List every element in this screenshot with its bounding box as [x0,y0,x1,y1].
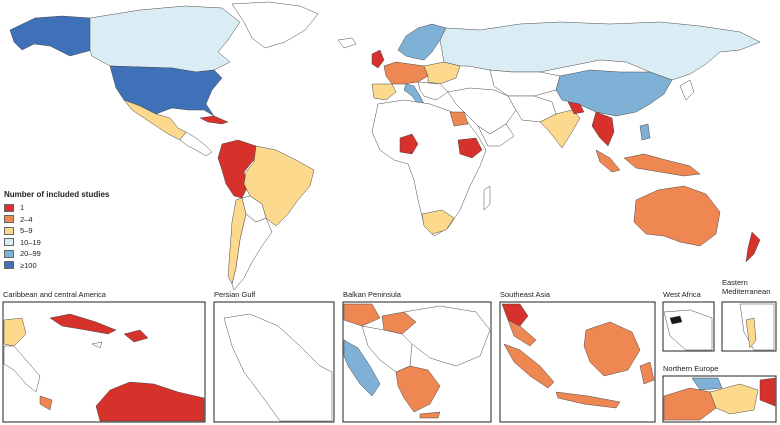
inset-caribbean-central [3,345,41,393]
inset-caribbean-colombia-venezuela [95,381,205,422]
region-central-america [179,131,213,157]
region-argentina [231,213,273,291]
region-russia [439,21,761,81]
inset-eastmed-land [739,303,775,351]
inset-sea-java [555,391,621,409]
inset-balkan-north [343,303,381,327]
inset-sea-malaysia [507,319,537,347]
legend: Number of included studies 1 2–4 5–9 10–… [4,190,154,271]
region-philippines [639,123,651,141]
inset-eastmed-israel [745,317,757,349]
region-iceland [337,37,357,49]
legend-swatch [4,226,14,235]
legend-swatch [4,249,14,258]
inset-sea-borneo [583,321,641,377]
inset-sea-sumatra [503,343,555,389]
region-greenland [231,1,319,49]
inset-caribbean-costa-rica [39,395,53,411]
inset-balkan-greece [395,365,441,413]
legend-swatch [4,203,14,212]
legend-swatch [4,215,14,224]
legend-item: 2–4 [4,214,154,226]
legend-item: ≥100 [4,260,154,272]
legend-title: Number of included studies [4,190,110,199]
inset-balkan-italy [343,339,381,397]
inset-west-africa-coast [663,309,713,351]
region-western-europe [383,61,429,85]
legend-item: 20–99 [4,248,154,260]
inset-sea-sulawesi [639,361,655,385]
inset-title-caribbean: Caribbean and central America [3,290,106,299]
inset-north-eu-east [759,377,776,407]
region-nigeria [399,133,419,155]
inset-title-balkan: Balkan Peninsula [343,290,401,299]
inset-caribbean-hispaniola [123,329,149,343]
inset-balkan-east [401,305,491,367]
region-madagascar [483,185,491,211]
region-yemen [567,101,585,115]
inset-frame-persian-gulf [213,301,335,423]
region-india [539,109,581,149]
legend-item: 10–19 [4,237,154,249]
inset-caribbean-cuba [49,313,117,335]
inset-title-northern-europe: Northern Europe [663,364,719,373]
region-south-africa [421,209,455,235]
legend-label: 20–99 [20,249,41,259]
region-china [555,69,673,117]
region-brazil [243,145,315,227]
legend-label: ≥100 [20,260,37,270]
region-saudi-arabia [477,123,515,147]
inset-title-west-africa: West Africa [663,290,701,299]
inset-title-persian-gulf: Persian Gulf [214,290,256,299]
region-balkans [417,81,449,101]
inset-west-africa-gambia [669,315,683,325]
inset-frame-northern-europe [662,375,777,423]
region-canada [89,5,241,73]
region-cuba [199,115,229,125]
inset-gulf-coast [223,313,333,422]
region-indonesia-east [623,153,701,177]
inset-frame-balkan [342,301,492,423]
legend-label: 2–4 [20,214,33,224]
inset-caribbean-jamaica [91,341,103,349]
inset-sea-indochina [501,303,529,327]
region-ethiopia [457,137,483,159]
inset-title-eastern-med: Eastern Mediterranean [722,278,771,296]
region-eastern-europe [423,61,461,85]
legend-item: 1 [4,202,154,214]
inset-frame-west-africa [662,301,715,352]
region-indochina [591,111,615,147]
inset-title-southeast-asia: Southeast Asia [500,290,551,299]
region-scandinavia [397,23,447,61]
inset-frame-southeast-asia [499,301,656,423]
inset-caribbean-yucatan [3,317,27,347]
inset-balkan-crete [419,411,441,419]
legend-label: 1 [20,203,25,213]
inset-north-eu-west [663,387,717,421]
region-united-kingdom [371,49,385,69]
region-new-zealand [745,231,761,263]
inset-north-eu-central [709,383,759,415]
region-central-asia [489,69,561,97]
inset-frame-eastern-med [721,301,777,352]
legend-swatch [4,261,14,270]
inset-frame-caribbean [2,301,206,423]
region-alaska [9,15,93,57]
legend-item: 5–9 [4,225,154,237]
region-australia [633,185,721,247]
legend-label: 5–9 [20,226,33,236]
legend-label: 10–19 [20,237,41,247]
region-united-states [109,65,223,117]
region-egypt [449,111,469,127]
inset-north-eu-baltic [691,377,723,391]
region-iberia [371,83,397,101]
region-indonesia-sumatra [595,149,621,173]
legend-swatch [4,238,14,247]
region-japan [679,79,695,101]
